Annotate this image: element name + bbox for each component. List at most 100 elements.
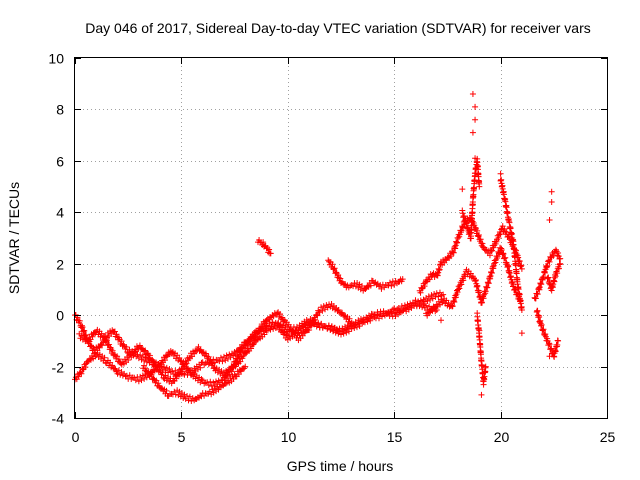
- data-point: [247, 338, 254, 345]
- data-point: [132, 377, 139, 384]
- data-point: [499, 251, 506, 258]
- data-point: [82, 364, 89, 371]
- data-point: [429, 307, 436, 314]
- data-point: [113, 331, 120, 338]
- data-point: [467, 214, 474, 221]
- data-point: [128, 354, 135, 361]
- x-tick-label: 15: [387, 429, 403, 445]
- data-point: [340, 330, 347, 337]
- data-point: [122, 373, 129, 380]
- data-point: [139, 345, 146, 352]
- data-point: [222, 357, 229, 364]
- data-point: [329, 261, 336, 268]
- y-axis-label: SDTVAR / TECUs: [6, 182, 22, 294]
- data-point: [75, 373, 82, 380]
- data-point: [472, 155, 479, 162]
- data-point: [455, 235, 462, 242]
- data-point: [331, 324, 338, 331]
- data-point: [115, 356, 122, 363]
- data-point: [199, 377, 206, 384]
- data-point: [332, 329, 339, 336]
- data-point: [482, 363, 489, 370]
- data-point: [152, 363, 159, 370]
- data-point: [440, 291, 447, 298]
- data-point: [421, 283, 428, 290]
- data-point: [497, 170, 504, 177]
- data-point: [139, 353, 146, 360]
- data-point: [184, 393, 191, 400]
- data-point: [417, 289, 424, 296]
- data-point: [449, 303, 456, 310]
- data-point: [398, 303, 405, 310]
- data-point: [554, 270, 561, 277]
- data-point: [80, 328, 87, 335]
- data-point: [205, 382, 212, 389]
- data-point: [168, 349, 175, 356]
- data-point: [404, 301, 411, 308]
- data-point: [220, 353, 227, 360]
- data-point: [480, 295, 487, 302]
- y-tick-label: 10: [48, 51, 64, 67]
- data-point: [92, 329, 99, 336]
- data-point: [173, 375, 180, 382]
- data-point: [205, 353, 212, 360]
- data-point: [109, 362, 116, 369]
- x-tick-label: 5: [178, 429, 186, 445]
- data-point: [383, 310, 390, 317]
- data-point: [186, 354, 193, 361]
- data-point: [330, 266, 337, 273]
- data-point: [435, 293, 442, 300]
- axis-ticks: 0 5 10 15 20 25 -4 -2 0 2 4 6 8 10: [48, 51, 615, 446]
- data-point: [497, 231, 504, 238]
- data-point: [341, 326, 348, 333]
- data-point: [103, 338, 110, 345]
- data-point: [483, 283, 490, 290]
- data-point: [496, 231, 503, 238]
- data-point: [235, 354, 242, 361]
- y-tick-label: -4: [52, 411, 65, 427]
- data-point: [459, 186, 466, 193]
- data-point: [267, 326, 274, 333]
- data-point: [431, 304, 438, 311]
- data-point: [229, 364, 236, 371]
- data-point: [510, 281, 517, 288]
- data-point: [163, 387, 170, 394]
- y-tick-label: 0: [56, 308, 64, 324]
- data-point: [255, 329, 262, 336]
- data-point: [103, 337, 110, 344]
- data-point: [143, 358, 150, 365]
- data-point: [145, 356, 152, 363]
- data-point: [478, 298, 485, 305]
- data-point: [114, 370, 121, 377]
- data-point: [159, 369, 166, 376]
- data-point: [501, 225, 508, 232]
- data-point: [478, 240, 485, 247]
- data-point: [161, 357, 168, 364]
- data-point: [259, 323, 266, 330]
- data-point: [101, 333, 108, 340]
- data-point: [518, 307, 525, 313]
- data-point: [161, 363, 168, 370]
- data-point: [207, 378, 214, 385]
- data-point: [431, 291, 438, 298]
- data-point: [78, 370, 85, 377]
- data-point: [125, 357, 132, 364]
- data-point: [126, 346, 133, 353]
- data-point: [498, 245, 505, 252]
- data-point: [249, 341, 256, 348]
- data-point: [155, 380, 162, 387]
- data-point: [112, 366, 119, 373]
- data-point: [451, 298, 458, 305]
- x-tick-label: 10: [281, 429, 297, 445]
- data-point: [399, 276, 406, 283]
- data-point: [266, 246, 273, 253]
- data-point: [191, 350, 198, 357]
- data-point: [147, 370, 154, 377]
- data-point: [469, 91, 476, 97]
- data-point: [498, 247, 505, 254]
- y-tick-label: 6: [56, 154, 64, 170]
- data-point: [299, 332, 306, 339]
- data-point: [267, 250, 274, 257]
- data-point: [180, 363, 187, 370]
- data-point: [420, 301, 427, 308]
